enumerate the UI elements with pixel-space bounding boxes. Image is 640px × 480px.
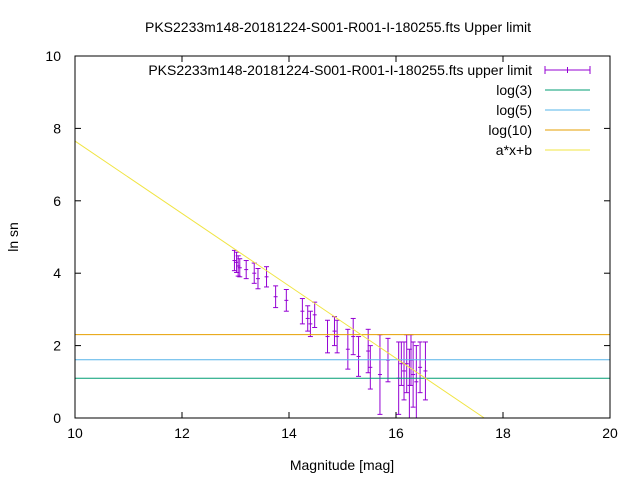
data-point <box>410 341 416 408</box>
y-axis-label: ln sn <box>5 222 21 252</box>
chart-title: PKS2233m148-20181224-S001-R001-I-180255.… <box>145 19 531 35</box>
data-point <box>404 334 410 394</box>
x-tick-label: 12 <box>174 425 190 441</box>
legend: PKS2233m148-20181224-S001-R001-I-180255.… <box>148 62 591 158</box>
x-tick-label: 14 <box>281 425 297 441</box>
y-tick-label: 0 <box>53 410 61 426</box>
y-tick-label: 2 <box>53 338 61 354</box>
data-point <box>237 258 243 278</box>
data-point <box>334 319 340 354</box>
data-point <box>299 298 305 325</box>
data-point <box>251 262 257 284</box>
data-point <box>356 336 362 377</box>
data-point <box>307 310 313 338</box>
data-point <box>331 316 337 347</box>
legend-label: a*x+b <box>496 142 532 158</box>
x-tick-label: 10 <box>67 425 83 441</box>
x-axis-label: Magnitude [mag] <box>290 457 394 473</box>
data-point <box>398 341 404 386</box>
data-point <box>243 260 249 280</box>
y-tick-label: 8 <box>53 120 61 136</box>
data-point <box>312 301 318 328</box>
data-point <box>367 345 373 390</box>
legend-label: log(3) <box>496 82 532 98</box>
data-point <box>345 328 351 370</box>
data-point <box>417 341 423 394</box>
fit-line <box>74 140 485 419</box>
x-tick-label: 16 <box>388 425 404 441</box>
x-tick-label: 20 <box>602 425 618 441</box>
data-point <box>350 317 356 356</box>
data-point <box>422 341 428 401</box>
legend-label: log(10) <box>488 122 532 138</box>
x-tick-label: 18 <box>495 425 511 441</box>
data-point <box>325 319 331 354</box>
legend-label: log(5) <box>496 102 532 118</box>
data-point <box>283 288 289 312</box>
y-tick-label: 6 <box>53 193 61 209</box>
data-point <box>401 341 407 401</box>
y-tick-label: 10 <box>45 48 61 64</box>
data-point <box>305 305 311 332</box>
plot-frame <box>74 55 611 419</box>
legend-label: PKS2233m148-20181224-S001-R001-I-180255.… <box>148 62 532 78</box>
y-tick-label: 4 <box>53 265 61 281</box>
data-point <box>255 267 261 290</box>
data-point <box>273 285 279 309</box>
